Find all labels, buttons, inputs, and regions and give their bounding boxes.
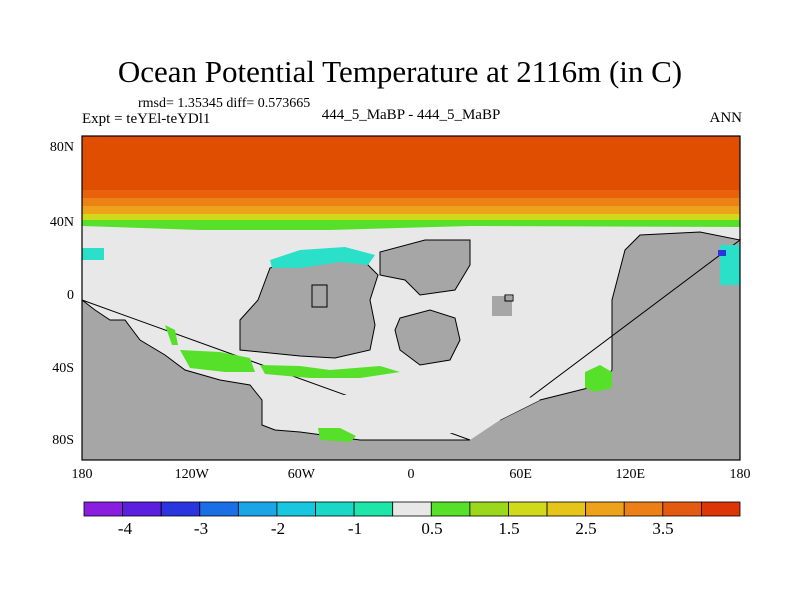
- lon-tick-label: 0: [407, 467, 415, 482]
- warm-band-edge2: [82, 198, 740, 206]
- lon-tick-label: 180: [71, 467, 93, 482]
- lon-tick-label: 60W: [287, 467, 315, 482]
- colorbar-swatch: [662, 501, 702, 517]
- comparison-label: 444_5_MaBP - 444_5_MaBP: [321, 107, 501, 123]
- lon-tick-label: 60E: [509, 467, 532, 482]
- colorbar-swatch: [237, 501, 278, 517]
- colorbar-swatch: [623, 501, 664, 517]
- blue-spot-east: [718, 250, 726, 256]
- land-mass-africa: [394, 309, 461, 366]
- warm-band-edge1: [82, 190, 740, 198]
- colorbar-swatch: [315, 501, 355, 517]
- colorbar-swatch: [469, 501, 509, 517]
- warm-band-edge3: [82, 206, 740, 214]
- lon-tick-label: 120E: [615, 467, 646, 482]
- lat-tick-label: 80S: [52, 433, 74, 448]
- lon-tick-label: 120W: [174, 467, 209, 482]
- colorbar-swatch: [199, 501, 239, 517]
- warm-band-edge4: [82, 214, 740, 220]
- colorbar-swatch: [430, 501, 471, 517]
- colorbar-label: -3: [193, 519, 209, 538]
- colorbar-label: 1.5: [498, 519, 520, 538]
- cyan-patch-west: [82, 248, 104, 260]
- lake-outline: [311, 284, 328, 308]
- colorbar-swatch: [546, 501, 587, 517]
- colorbar-label: -4: [117, 519, 133, 538]
- colorbar-label: 0.5: [421, 519, 443, 538]
- green-patch-south-pacific: [180, 350, 255, 372]
- land-mass-south: [82, 232, 740, 460]
- season-label: ANN: [709, 110, 743, 126]
- colorbar-label: -2: [270, 519, 286, 538]
- colorbar-label: -1: [347, 519, 363, 538]
- lat-tick-label: 80N: [49, 140, 74, 155]
- lon-tick-label: 180: [729, 467, 751, 482]
- warm-band: [82, 136, 740, 192]
- colorbar-label: 2.5: [575, 519, 597, 538]
- colorbar-swatch: [585, 501, 625, 517]
- colorbar-swatch: [353, 501, 394, 517]
- experiment-label: Expt = teYEl-teYDl1: [82, 111, 211, 127]
- colorbar-swatch: [83, 501, 123, 517]
- map-title: Ocean Potential Temperature at 2116m (in…: [117, 54, 683, 89]
- island-1-outline: [504, 294, 514, 302]
- southern-ocean: [270, 395, 540, 435]
- green-patch-indian: [585, 365, 612, 392]
- cyan-patch-north-pacific: [270, 247, 375, 268]
- colorbar-swatch: [701, 501, 741, 517]
- colorbar-swatch: [508, 501, 548, 517]
- map-frame: [81, 135, 741, 461]
- lat-tick-label: 0: [67, 288, 74, 303]
- green-patch-south-atlantic: [260, 365, 400, 378]
- colorbar-swatch: [276, 501, 316, 517]
- colorbar-swatch: [160, 501, 201, 517]
- green-patch-coastal: [165, 325, 178, 345]
- green-band-north: [82, 220, 740, 230]
- coastline-south: [81, 299, 471, 441]
- island-1: [492, 296, 512, 316]
- land-mass-north-atlantic: [379, 239, 471, 296]
- lat-tick-label: 40S: [52, 361, 74, 376]
- colorbar-swatch: [392, 501, 432, 517]
- colorbar-swatch: [122, 501, 162, 517]
- stats-label: rmsd= 1.35345 diff= 0.573665: [138, 96, 311, 111]
- lat-tick-label: 40N: [49, 215, 74, 230]
- green-patch-antarctic: [318, 428, 356, 442]
- colorbar: [83, 501, 741, 517]
- colorbar-label: 3.5: [652, 519, 674, 538]
